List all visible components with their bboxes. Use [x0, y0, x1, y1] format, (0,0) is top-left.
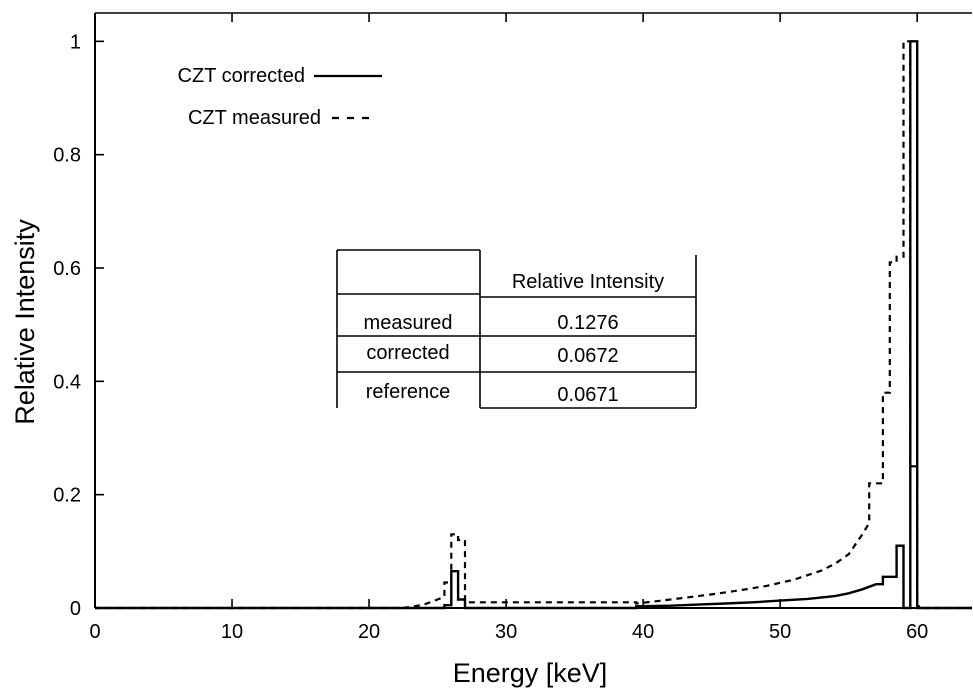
series-line-measured [95, 40, 972, 610]
y-tick-label: 0.8 [53, 145, 81, 167]
x-tick-label: 10 [221, 621, 243, 643]
table-row-label-corrected: corrected [366, 342, 449, 364]
y-tick-label: 0.4 [53, 371, 81, 393]
y-tick-label: 0 [70, 598, 81, 620]
tick-labels: 0 10 20 30 40 50 60 0 0.2 0.4 0.6 0.8 1 [53, 31, 928, 643]
y-tick-label: 0.2 [53, 485, 81, 507]
x-tick-label: 60 [906, 621, 928, 643]
table-row-label-measured: measured [364, 312, 453, 334]
series-line-corrected [95, 40, 972, 610]
table-row-value-corrected: 0.0672 [557, 345, 618, 367]
y-axis-label: Relative Intensity [10, 219, 40, 425]
inset-table: Relative Intensity measured 0.1276 corre… [336, 249, 697, 409]
table-row-value-reference: 0.0671 [557, 384, 618, 406]
legend: CZT corrected CZT measured [178, 65, 382, 129]
table-header-label: Relative Intensity [512, 271, 664, 293]
axes-frame [94, 12, 972, 609]
plot-lines [95, 40, 972, 610]
x-tick-label: 50 [769, 621, 791, 643]
x-tick-label: 20 [358, 621, 380, 643]
table-row-value-measured: 0.1276 [557, 312, 618, 334]
axis-ticks [94, 13, 918, 609]
x-axis-label: Energy [keV] [453, 658, 608, 688]
y-tick-label: 0.6 [53, 258, 81, 280]
x-tick-label: 0 [89, 621, 100, 643]
x-tick-label: 30 [495, 621, 517, 643]
legend-label-corrected: CZT corrected [178, 65, 305, 87]
table-row-label-reference: reference [366, 381, 451, 403]
legend-label-measured: CZT measured [188, 107, 321, 129]
y-tick-label: 1 [70, 31, 81, 53]
x-tick-label: 40 [632, 621, 654, 643]
